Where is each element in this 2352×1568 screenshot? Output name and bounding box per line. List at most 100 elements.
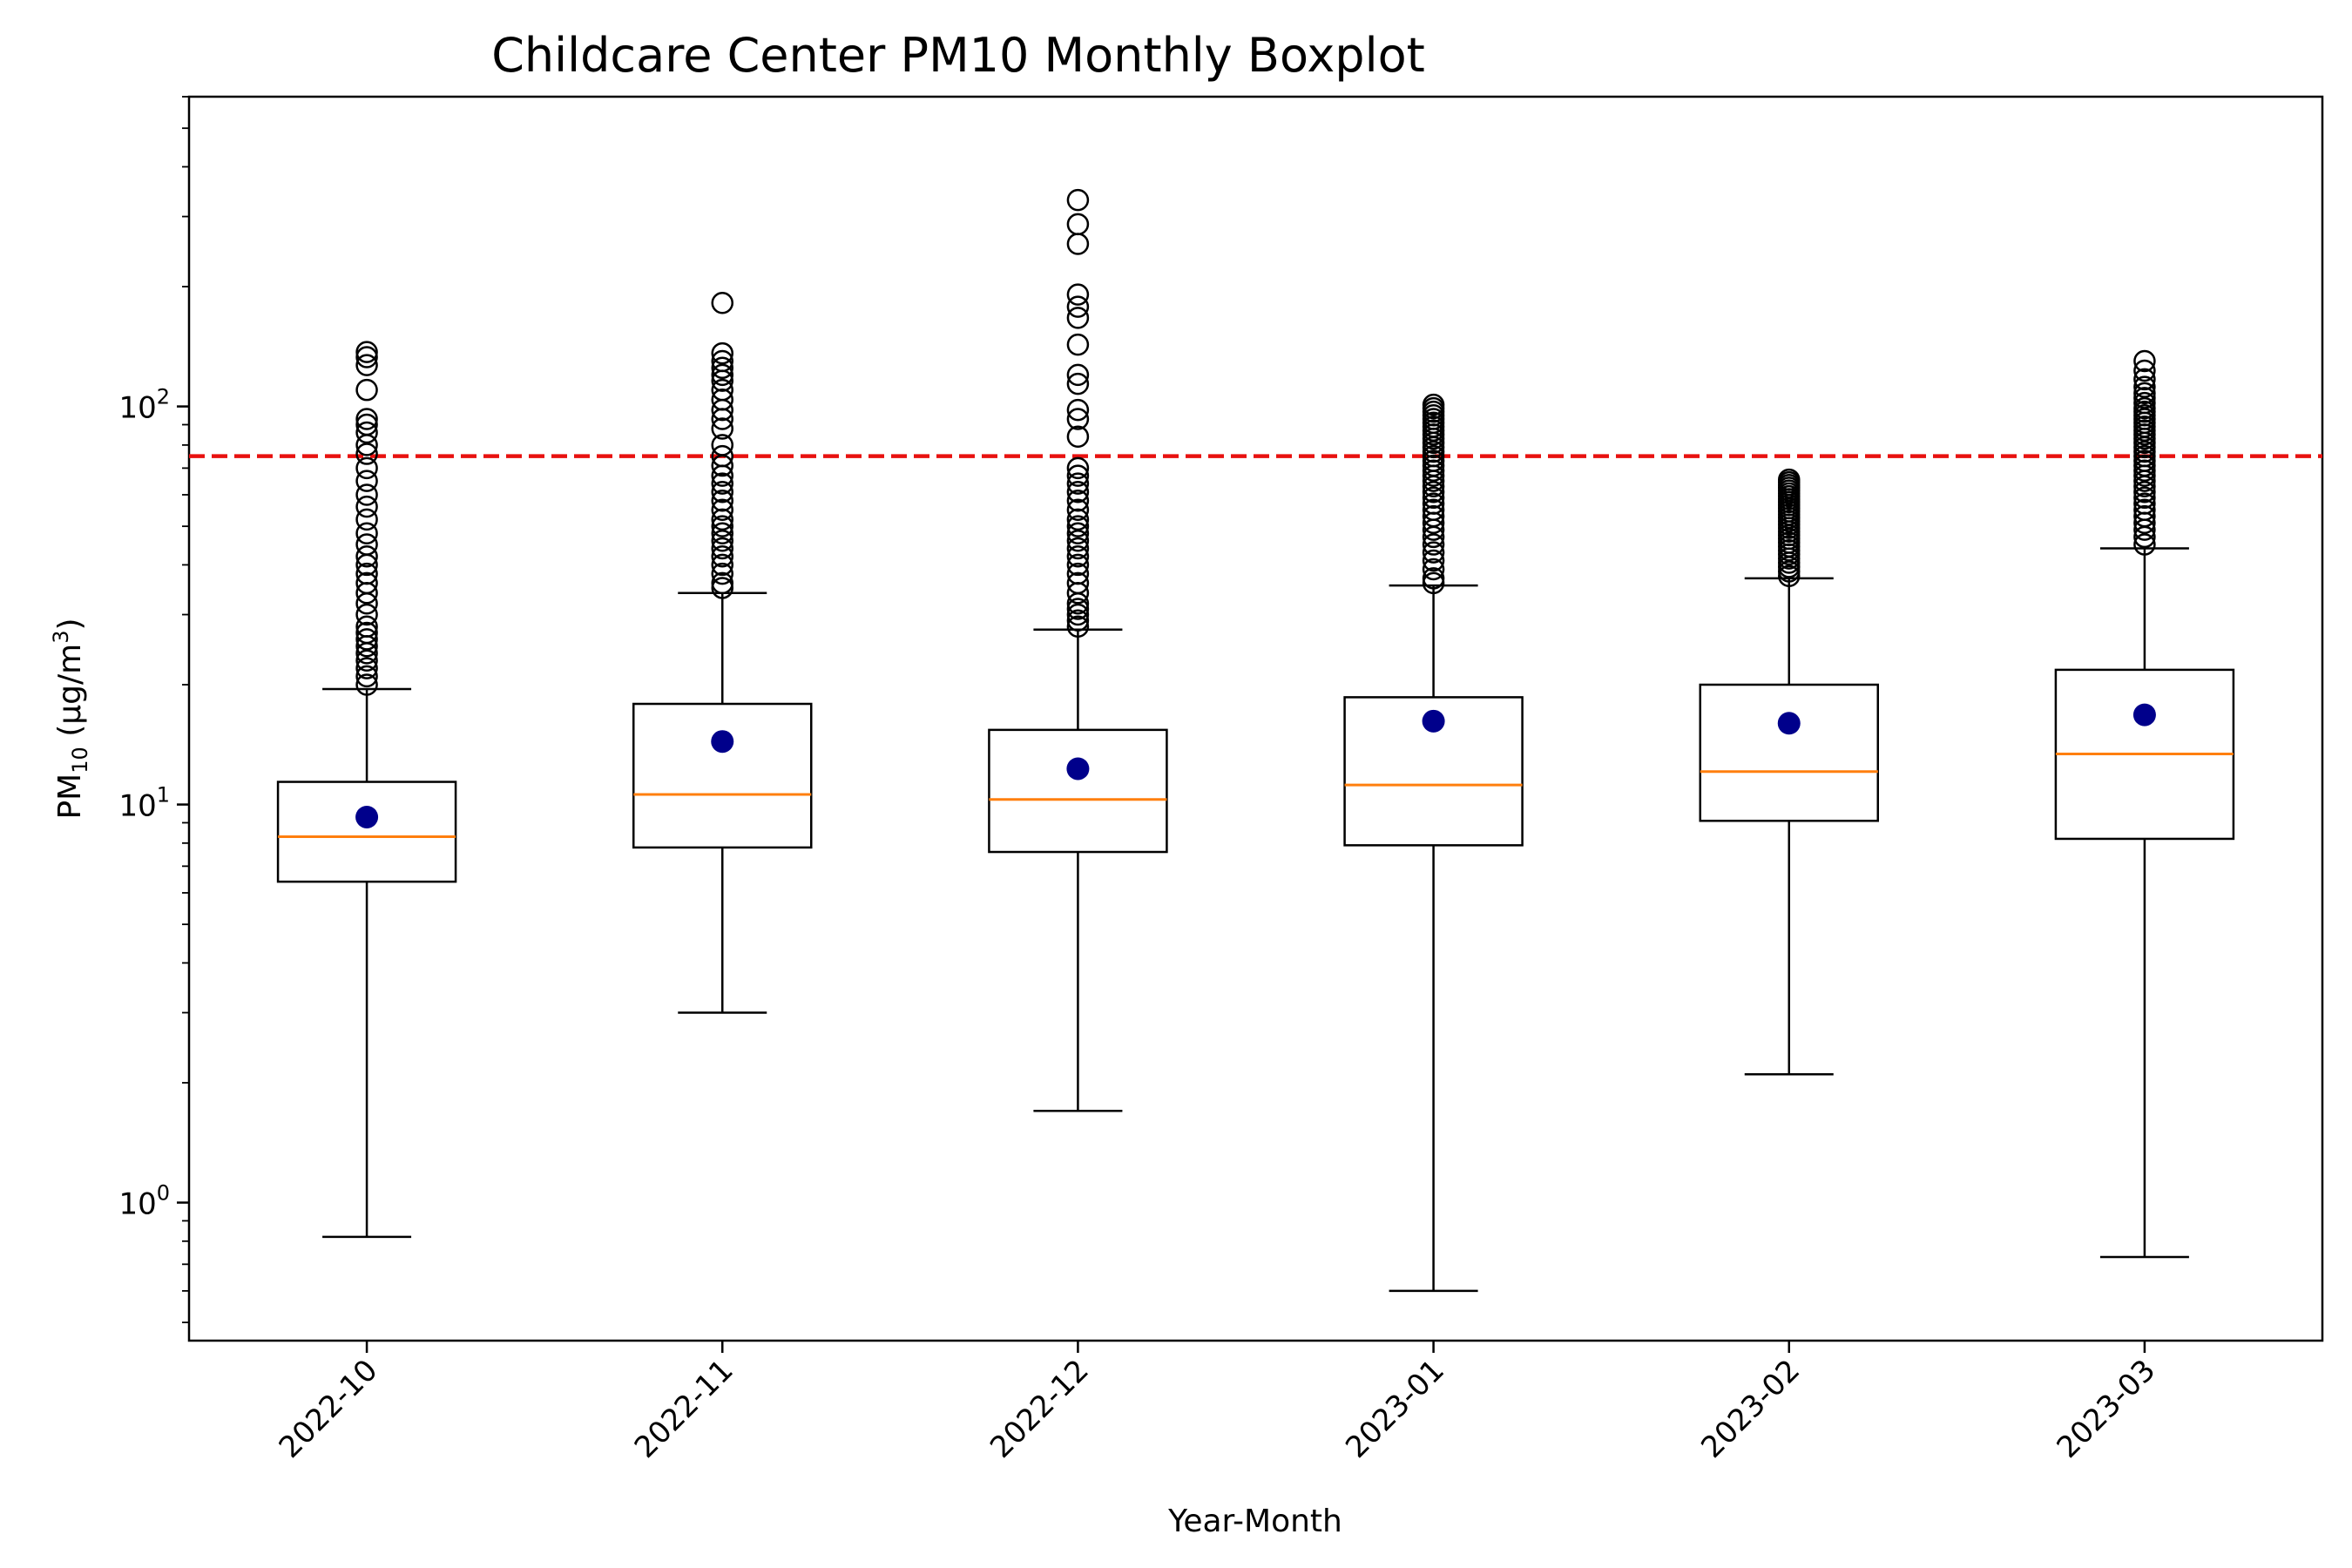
outlier-point xyxy=(711,444,733,468)
y-axis-label: PM10 (µg/m3) xyxy=(49,618,92,819)
iqr-box xyxy=(1343,696,1524,847)
outlier-point xyxy=(711,498,733,521)
outlier-point xyxy=(711,389,733,411)
outlier-point xyxy=(355,443,378,465)
outlier-point xyxy=(355,434,378,456)
outlier-point xyxy=(355,408,378,430)
outlier-point xyxy=(355,346,378,368)
outlier-point xyxy=(355,562,378,585)
outlier-point xyxy=(355,483,378,506)
outlier-point xyxy=(1422,541,1445,564)
outlier-point xyxy=(2133,492,2156,515)
outlier-point xyxy=(2133,368,2156,391)
outlier-point xyxy=(1066,188,1090,212)
outlier-point xyxy=(355,545,378,568)
outlier-point xyxy=(711,522,733,545)
outlier-point xyxy=(1066,571,1090,595)
outlier-point xyxy=(1066,283,1090,306)
outlier-point xyxy=(355,354,378,376)
outlier-point xyxy=(355,421,378,444)
outlier-point xyxy=(1422,567,1445,590)
y-tick-label: 100 xyxy=(118,1181,170,1222)
outlier-point xyxy=(355,495,378,518)
outlier-point xyxy=(1422,492,1445,515)
outlier-point xyxy=(711,508,733,531)
outlier-point xyxy=(1066,425,1090,448)
iqr-box xyxy=(1699,683,1879,822)
outlier-point xyxy=(711,363,733,387)
outlier-point xyxy=(1066,609,1090,632)
outlier-point xyxy=(711,378,733,402)
outlier-point xyxy=(2133,486,2156,510)
outlier-point xyxy=(1422,454,1445,477)
boxes-layer xyxy=(276,188,2235,1293)
mean-marker xyxy=(355,805,379,828)
x-axis: 2022-10 2022-11 2022-12 2023-01 2023-02 2023-… xyxy=(273,1341,2163,1465)
outlier-point xyxy=(355,603,378,626)
x-tick-label: 2022-10 xyxy=(273,1353,385,1465)
outlier-point xyxy=(355,533,378,556)
outlier-point xyxy=(711,515,733,537)
iqr-box xyxy=(988,728,1168,854)
outlier-point xyxy=(2133,375,2156,398)
outlier-point xyxy=(355,470,378,492)
outlier-point xyxy=(1066,615,1090,638)
outlier-point xyxy=(711,417,733,440)
outlier-point xyxy=(1066,456,1090,480)
mean-marker xyxy=(1066,757,1090,781)
outlier-point xyxy=(2133,349,2156,373)
outlier-point xyxy=(2133,359,2156,382)
outlier-point xyxy=(711,480,733,504)
outlier-point xyxy=(1422,480,1445,504)
outlier-point xyxy=(711,571,733,595)
outlier-point xyxy=(2133,454,2156,477)
outlier-point xyxy=(2133,382,2156,405)
outlier-point xyxy=(1066,372,1090,395)
outlier-point xyxy=(2133,504,2156,528)
outlier-point xyxy=(1778,468,1801,491)
mean-marker xyxy=(711,730,734,754)
outlier-point xyxy=(711,349,733,373)
outlier-point xyxy=(2133,391,2156,415)
outlier-point xyxy=(355,673,378,696)
outlier-point xyxy=(1066,508,1090,531)
x-axis-label: Year-Month xyxy=(1167,1504,1342,1539)
outlier-point xyxy=(711,537,733,560)
box-2023-02 xyxy=(1699,468,1879,1076)
y-axis-label-unit-superscript: 3 xyxy=(49,630,73,643)
outlier-point xyxy=(1066,562,1090,585)
x-tick-label: 2022-11 xyxy=(628,1353,740,1465)
outlier-point xyxy=(711,545,733,568)
outlier-point xyxy=(1422,549,1445,572)
outlier-point xyxy=(1422,486,1445,510)
outlier-point xyxy=(711,489,733,512)
outlier-point xyxy=(1066,553,1090,577)
outlier-point xyxy=(1066,363,1090,387)
outlier-point xyxy=(1066,498,1090,521)
y-tick-base: 10 xyxy=(118,789,156,824)
outlier-point xyxy=(355,649,378,672)
y-tick-base: 10 xyxy=(118,1187,156,1222)
y-tick-exponent: 0 xyxy=(157,1181,170,1206)
outlier-point xyxy=(1066,213,1090,236)
outlier-point xyxy=(1066,307,1090,329)
outlier-point xyxy=(355,657,378,679)
outlier-point xyxy=(711,529,733,552)
outlier-point xyxy=(1066,529,1090,552)
x-tick-label: 2023-03 xyxy=(2051,1353,2163,1465)
mean-marker xyxy=(1777,712,1801,735)
y-tick-label: 102 xyxy=(118,385,170,426)
outlier-point xyxy=(2133,396,2156,420)
plot-frame xyxy=(187,95,2324,1342)
outlier-point xyxy=(355,615,378,638)
x-tick-label: 2022-12 xyxy=(983,1353,1096,1465)
outlier-point xyxy=(1066,480,1090,504)
mean-marker xyxy=(1422,709,1445,733)
box-2023-03 xyxy=(2054,349,2235,1259)
outlier-point xyxy=(355,456,378,480)
outlier-point xyxy=(355,378,378,402)
outlier-point xyxy=(1422,498,1445,521)
outlier-point xyxy=(711,356,733,380)
